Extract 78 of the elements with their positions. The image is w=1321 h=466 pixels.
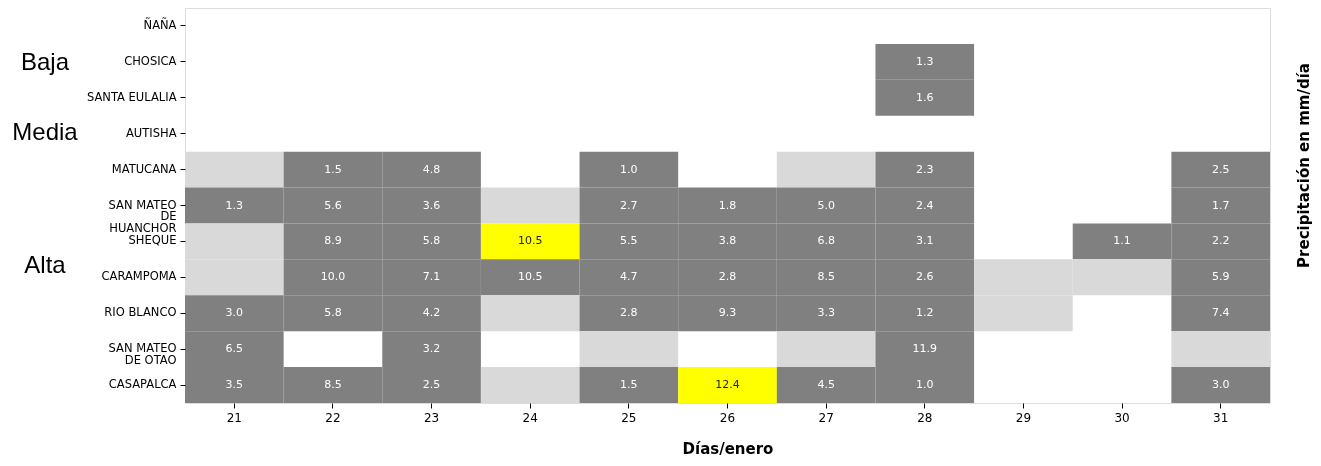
data-label: 1.8 — [718, 198, 737, 212]
x-axis-title: Días/enero — [682, 439, 774, 458]
x-tick-label: 28 — [917, 410, 933, 425]
x-tick-label: 24 — [522, 410, 538, 425]
data-label: 9.3 — [718, 306, 737, 320]
data-label: 3.0 — [1211, 378, 1230, 392]
data-label: 4.2 — [422, 306, 441, 320]
data-label: 10.5 — [517, 270, 543, 284]
x-tick-label: 25 — [621, 410, 637, 425]
data-label: 7.4 — [1211, 306, 1230, 320]
data-label: 1.0 — [620, 162, 638, 176]
data-label: 5.6 — [324, 198, 342, 212]
text: Baja — [20, 48, 70, 75]
data-label: 8.9 — [324, 234, 342, 248]
data-label: 1.5 — [620, 378, 638, 392]
data-label: 2.5 — [422, 378, 441, 392]
data-label: 1.3 — [225, 198, 244, 212]
y-tick-label: CASAPALCA — [108, 377, 177, 392]
y-tick-label: MATUCANA — [111, 161, 177, 176]
data-label: 3.1 — [916, 234, 934, 248]
x-tick-label: 27 — [818, 410, 834, 425]
data-label: 2.2 — [1211, 234, 1230, 248]
data-label: 3.2 — [422, 342, 441, 356]
data-label: 4.7 — [620, 270, 638, 284]
data-label: 10.5 — [517, 234, 543, 248]
y-tick-label: SANTA EULALIA — [86, 89, 177, 104]
data-label: 11.9 — [912, 342, 938, 356]
data-label: 8.5 — [324, 378, 342, 392]
x-tick-label: 21 — [226, 410, 242, 425]
data-label: 3.8 — [718, 234, 737, 248]
y-tick-label: RIO BLANCO — [104, 305, 177, 320]
data-label: 1.7 — [1211, 198, 1230, 212]
data-label: 2.4 — [916, 198, 934, 212]
y-axis-title: Precipitación en mm/día — [1295, 63, 1313, 268]
data-label: 5.8 — [324, 306, 342, 320]
data-label: 2.8 — [620, 306, 638, 320]
y-tick-label: CHOSICA — [124, 53, 177, 68]
data-label: 3.3 — [817, 306, 835, 320]
y-tick-label: SHEQUE — [128, 233, 177, 248]
data-label: 3.6 — [422, 198, 441, 212]
x-tick-label: 31 — [1213, 410, 1229, 425]
y-tick-label: SAN MATEO DE HUANCHOR — [108, 197, 177, 235]
data-label: 4.5 — [817, 378, 835, 392]
data-label: 5.8 — [422, 234, 441, 248]
data-label: 6.8 — [817, 234, 835, 248]
x-tick-label: 30 — [1114, 410, 1130, 425]
x-tick-label: 22 — [325, 410, 341, 425]
data-label: 1.1 — [1113, 234, 1131, 248]
data-label: 8.5 — [817, 270, 835, 284]
data-label: 4.8 — [422, 162, 441, 176]
data-label: 5.0 — [817, 198, 835, 212]
data-label: 2.6 — [916, 270, 934, 284]
text: Media — [12, 118, 79, 145]
x-tick-label: 29 — [1015, 410, 1032, 425]
data-label: 5.9 — [1211, 270, 1230, 284]
x-tick-label: 23 — [423, 410, 440, 425]
data-label: 3.5 — [225, 378, 244, 392]
text: Alta — [24, 251, 67, 278]
y-tick-label: CARAMPOMA — [101, 269, 177, 284]
x-tick-label: 26 — [719, 410, 736, 425]
data-label: 5.5 — [620, 234, 638, 248]
data-label: 2.7 — [620, 198, 638, 212]
data-label: 1.2 — [916, 306, 934, 320]
data-label: 2.5 — [1211, 162, 1230, 176]
data-label: 12.4 — [715, 378, 740, 392]
data-label: 1.3 — [916, 54, 934, 68]
y-tick-label: ÑAÑA — [143, 16, 177, 32]
data-label: 10.0 — [320, 270, 346, 284]
data-label: 1.5 — [324, 162, 342, 176]
y-tick-label: AUTISHA — [125, 125, 177, 140]
data-label: 6.5 — [225, 342, 244, 356]
data-label: 7.1 — [422, 270, 441, 284]
data-label: 1.0 — [916, 378, 934, 392]
data-label: 3.0 — [225, 306, 244, 320]
data-label: 2.8 — [718, 270, 737, 284]
data-label: 2.3 — [916, 162, 934, 176]
data-label: 1.6 — [916, 90, 934, 104]
y-tick-label: SAN MATEO DE OTAO — [108, 341, 177, 367]
